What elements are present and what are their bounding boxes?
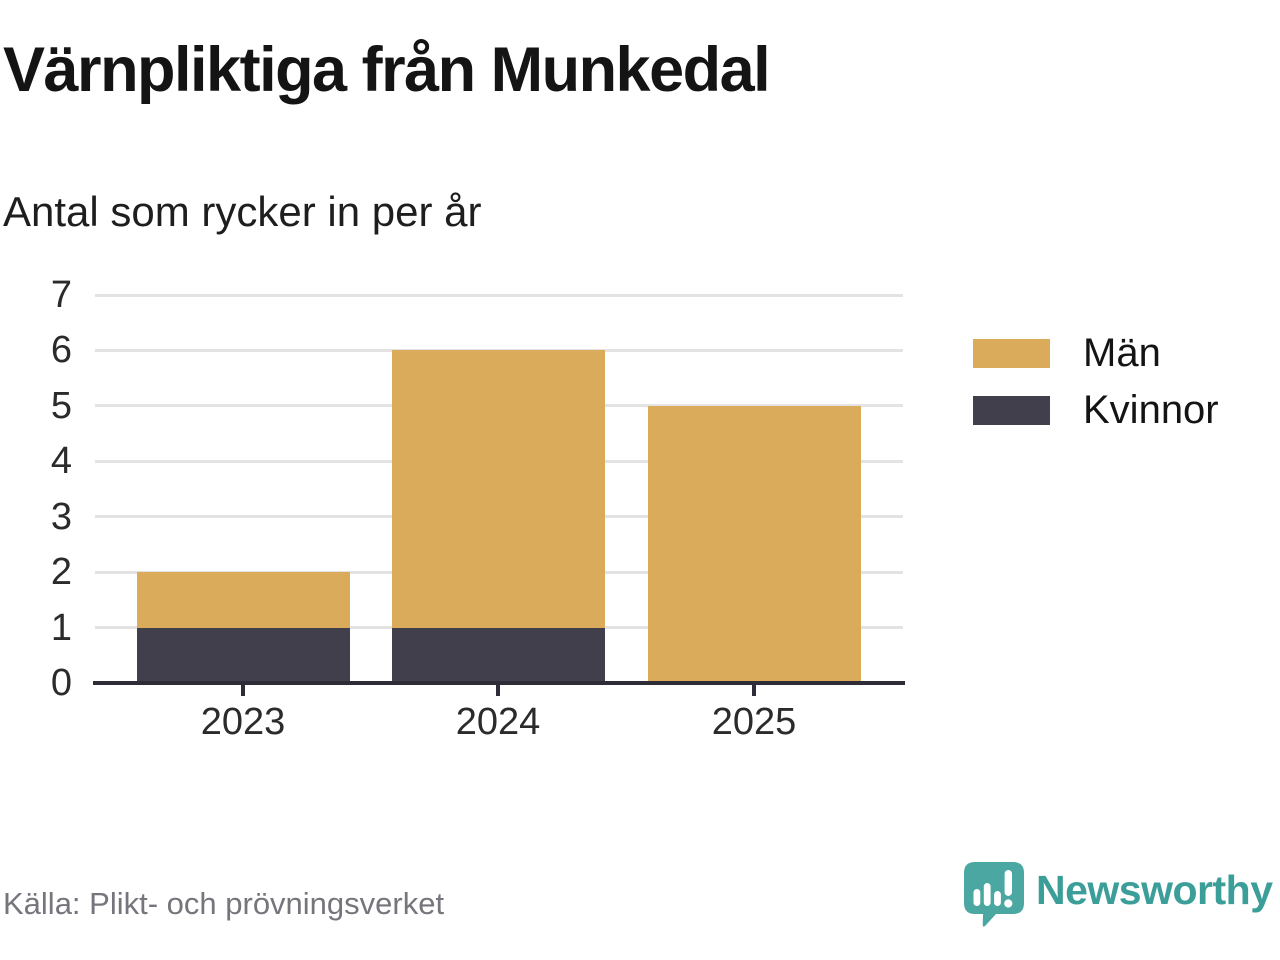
legend-item: Kvinnor <box>973 388 1219 432</box>
y-axis-tick-label: 7 <box>50 274 72 316</box>
legend-swatch <box>973 395 1050 425</box>
gridline <box>95 293 903 297</box>
x-axis-tick-label: 2024 <box>455 701 541 743</box>
y-axis-tick-label: 3 <box>50 495 72 538</box>
bar-segment-kvinnor <box>136 627 350 683</box>
legend-item: Män <box>973 331 1219 375</box>
legend-swatch <box>973 338 1050 368</box>
y-axis-tick-label: 5 <box>50 384 72 427</box>
bar-segment-män <box>136 572 350 628</box>
y-axis-tick-label: 4 <box>50 440 72 483</box>
bar-segment-kvinnor <box>391 627 605 683</box>
legend: Män Kvinnor <box>973 331 1219 452</box>
y-axis-tick-label: 0 <box>50 662 72 704</box>
newsworthy-logo-icon <box>964 862 1024 927</box>
newsworthy-logo: Newsworthy <box>962 860 1273 928</box>
y-axis-tick-label: 2 <box>50 551 72 594</box>
x-axis-tick-label: 2023 <box>200 701 286 743</box>
y-axis-tick-label: 6 <box>50 329 72 372</box>
x-axis-tick <box>241 685 245 696</box>
legend-label: Kvinnor <box>1083 387 1219 432</box>
bar-segment-män <box>647 405 861 683</box>
chart-title: Värnpliktiga från Munkedal <box>3 35 771 105</box>
x-axis-tick <box>752 685 756 696</box>
x-axis-tick <box>496 685 500 696</box>
y-axis-tick-label: 1 <box>50 606 72 649</box>
source-text: Källa: Plikt- och prövningsverket <box>3 886 445 921</box>
legend-label: Män <box>1083 330 1161 375</box>
x-axis-line <box>93 681 905 685</box>
chart-subtitle: Antal som rycker in per år <box>3 188 482 235</box>
newsworthy-logo-text: Newsworthy <box>1036 866 1273 913</box>
x-axis-tick-label: 2025 <box>711 701 797 743</box>
bar-segment-män <box>391 350 605 628</box>
